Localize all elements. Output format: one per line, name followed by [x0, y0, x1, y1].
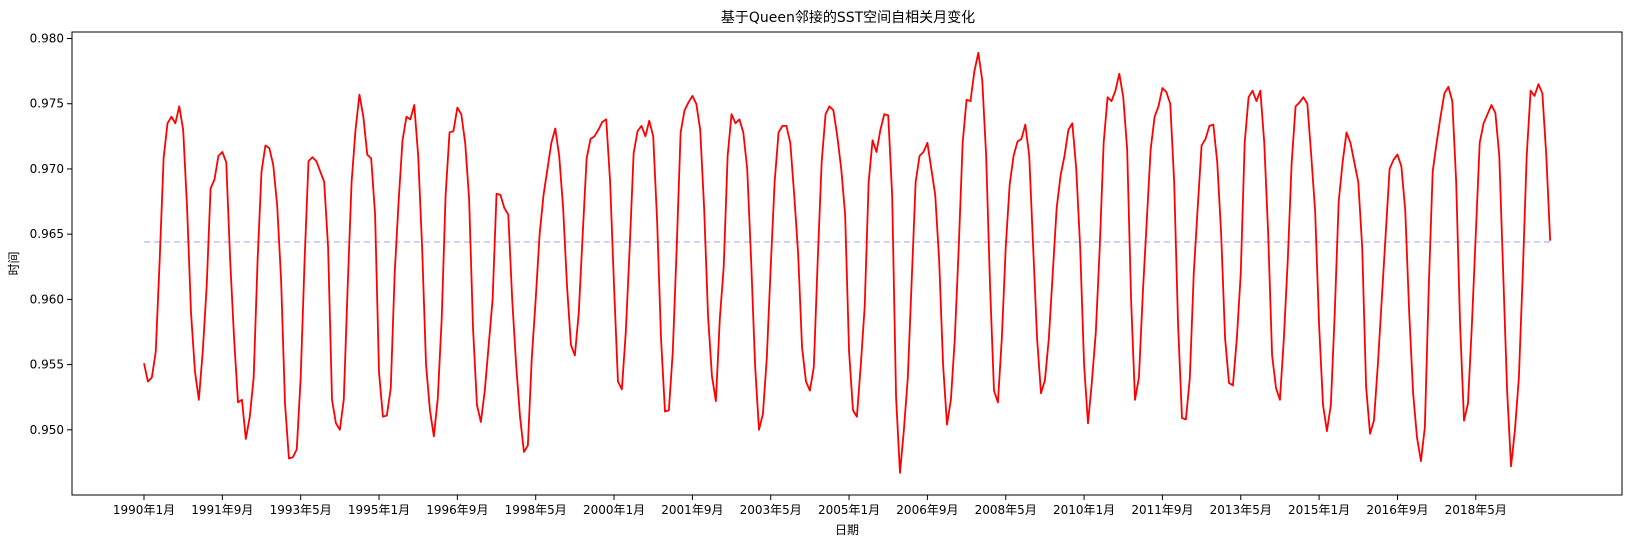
x-tick-label: 2003年5月: [740, 503, 802, 517]
x-tick-label: 2011年9月: [1131, 503, 1193, 517]
y-tick-label: 0.965: [30, 227, 64, 241]
y-tick-label: 0.955: [30, 358, 64, 372]
plot-area: [143, 51, 1552, 474]
x-tick-label: 1998年5月: [505, 503, 567, 517]
x-tick-label: 2001年9月: [661, 503, 723, 517]
y-axis: 0.950 0.955 0.960 0.965 0.970 0.975 0.980: [30, 32, 72, 437]
axes-frame: [71, 31, 1623, 496]
y-tick-label: 0.980: [30, 32, 64, 46]
x-tick-label: 2010年1月: [1053, 503, 1115, 517]
x-tick-label: 2005年1月: [818, 503, 880, 517]
series-line: [143, 51, 1552, 474]
x-tick-label: 2016年9月: [1366, 503, 1428, 517]
x-tick-label: 2015年1月: [1288, 503, 1350, 517]
y-tick-label: 0.950: [30, 423, 64, 437]
x-axis-label: 日期: [835, 523, 859, 537]
x-tick-label: 2006年9月: [896, 503, 958, 517]
x-tick-label: 2008年5月: [975, 503, 1037, 517]
y-tick-label: 0.960: [30, 292, 64, 306]
x-tick-label: 2000年1月: [583, 503, 645, 517]
y-tick-label: 0.970: [30, 162, 64, 176]
x-tick-label: 1995年1月: [348, 503, 410, 517]
x-tick-label: 1996年9月: [426, 503, 488, 517]
x-tick-label: 2013年5月: [1210, 503, 1272, 517]
x-tick-label: 2018年5月: [1445, 503, 1507, 517]
chart-title: 基于Queen邻接的SST空间自相关月变化: [721, 9, 975, 26]
y-axis-label: 时间: [7, 251, 21, 275]
x-tick-label: 1993年5月: [270, 503, 332, 517]
x-tick-label: 1990年1月: [113, 503, 175, 517]
x-axis: 1990年1月 1991年9月 1993年5月 1995年1月 1996年9月 1998年…: [113, 495, 1507, 517]
x-tick-label: 1991年9月: [191, 503, 253, 517]
y-tick-label: 0.975: [30, 97, 64, 111]
